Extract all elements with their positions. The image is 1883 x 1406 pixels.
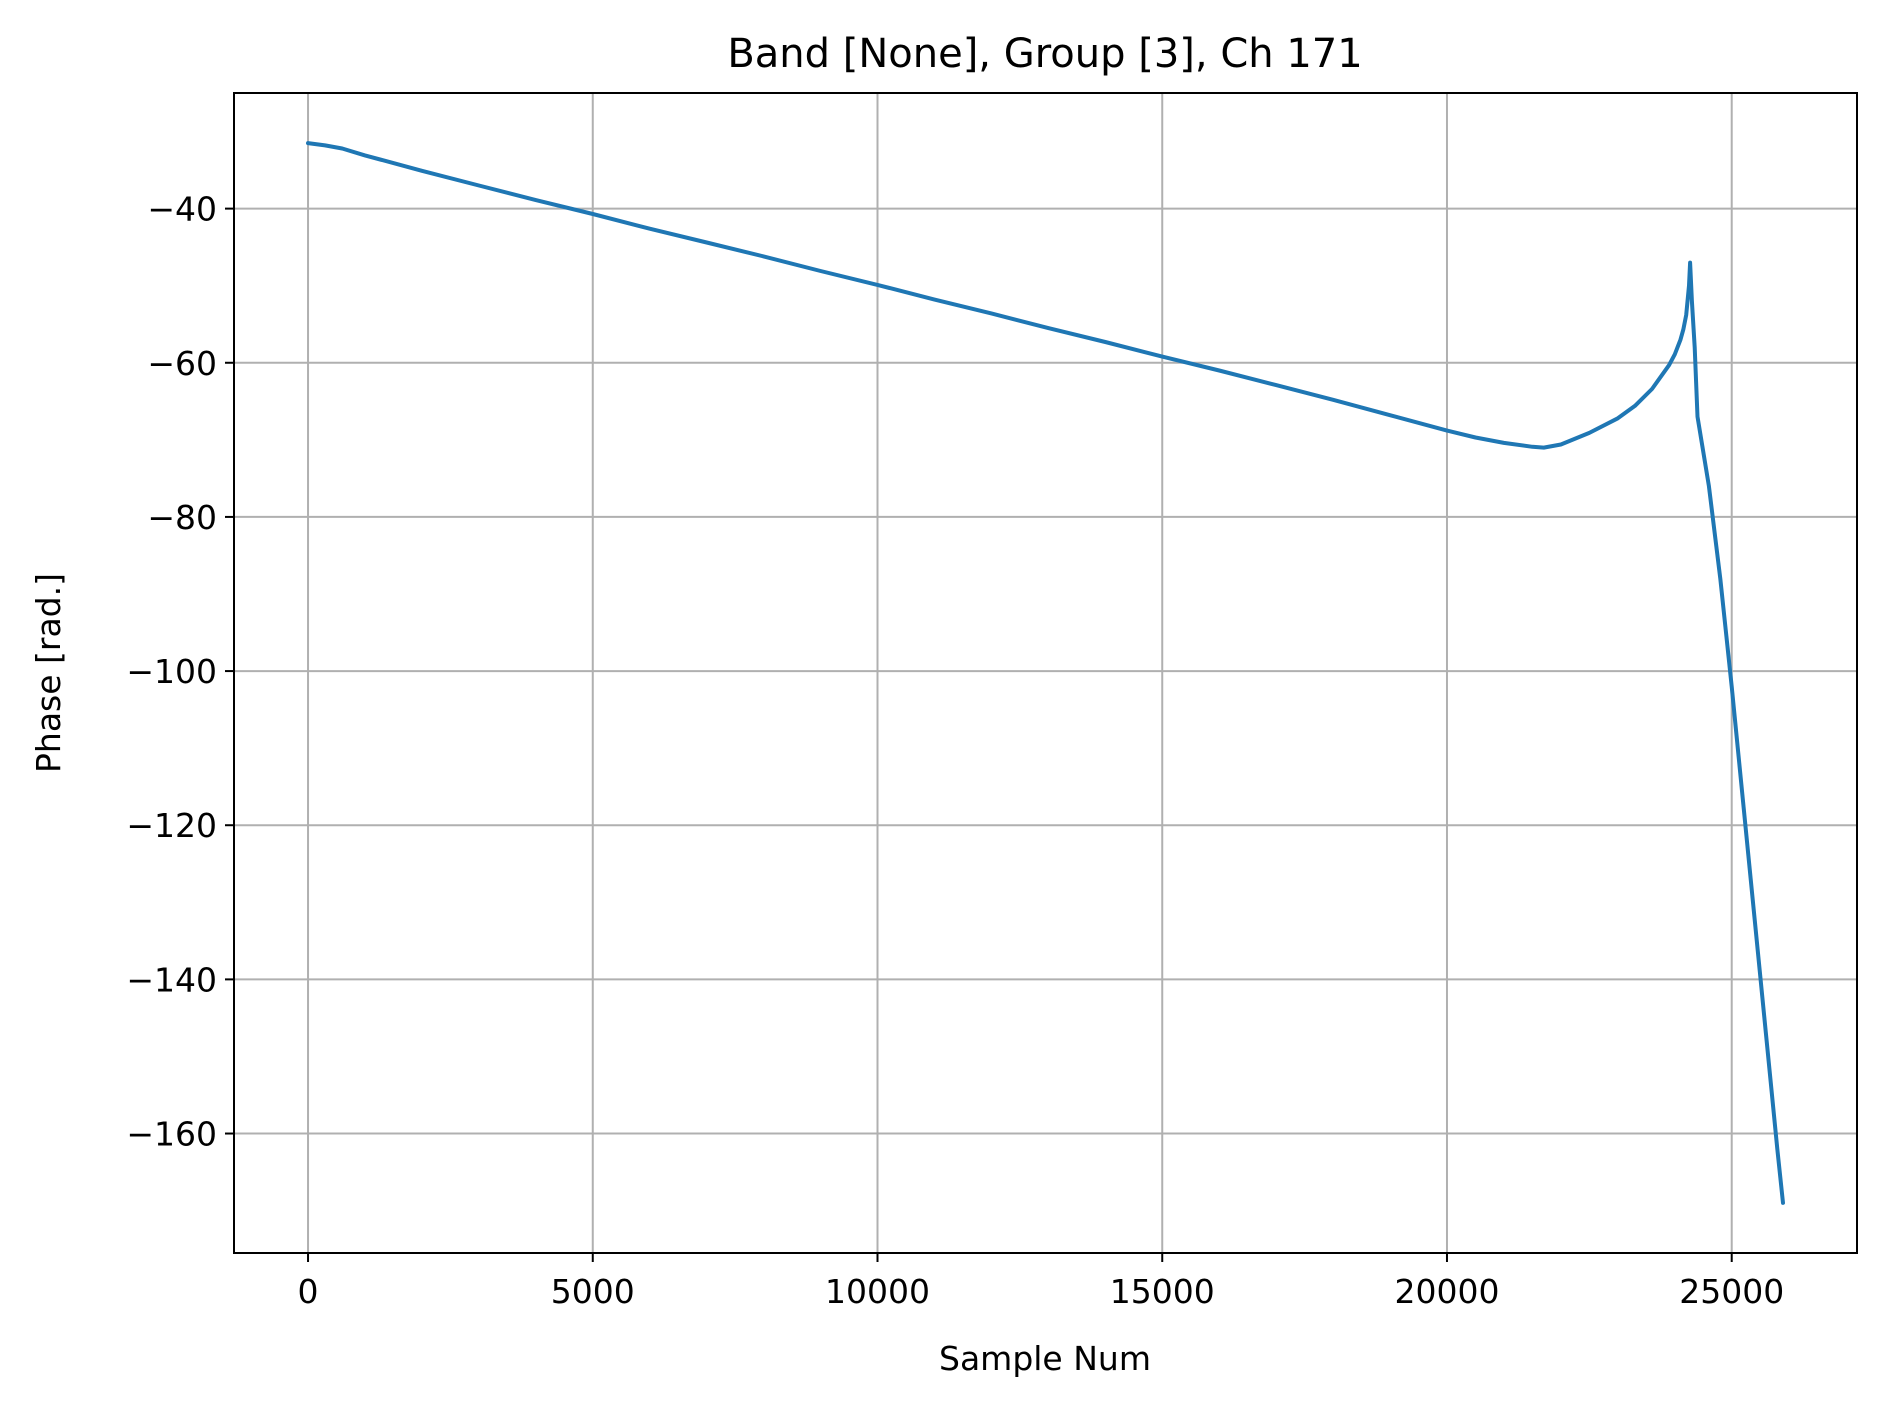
chart-title: Band [None], Group [3], Ch 171 [727, 31, 1362, 77]
x-tick-label: 20000 [1394, 1272, 1499, 1311]
y-tick-label: −120 [126, 806, 217, 845]
plot-frame [233, 92, 1858, 1254]
y-tick-label: −160 [126, 1115, 217, 1154]
y-tick-label: −80 [147, 498, 217, 537]
y-tick-label: −100 [126, 652, 217, 691]
y-tick-label: −40 [147, 190, 217, 229]
series-line [306, 141, 1785, 1205]
y-axis-label: Phase [rad.] [29, 573, 68, 773]
y-tick-label: −140 [126, 960, 217, 999]
y-tick-label: −60 [147, 344, 217, 383]
x-tick-label: 0 [298, 1272, 319, 1311]
x-tick-label: 5000 [551, 1272, 635, 1311]
x-axis-label: Sample Num [939, 1339, 1151, 1378]
x-tick-label: 15000 [1110, 1272, 1215, 1311]
ticks: 0 5000 10000 15000 20000 25000 −40 −60 −80 −100 −1… [126, 190, 1784, 1311]
grid-lines [234, 93, 1857, 1253]
series-layer [306, 141, 1785, 1205]
x-tick-label: 10000 [825, 1272, 930, 1311]
x-tick-label: 25000 [1679, 1272, 1784, 1311]
